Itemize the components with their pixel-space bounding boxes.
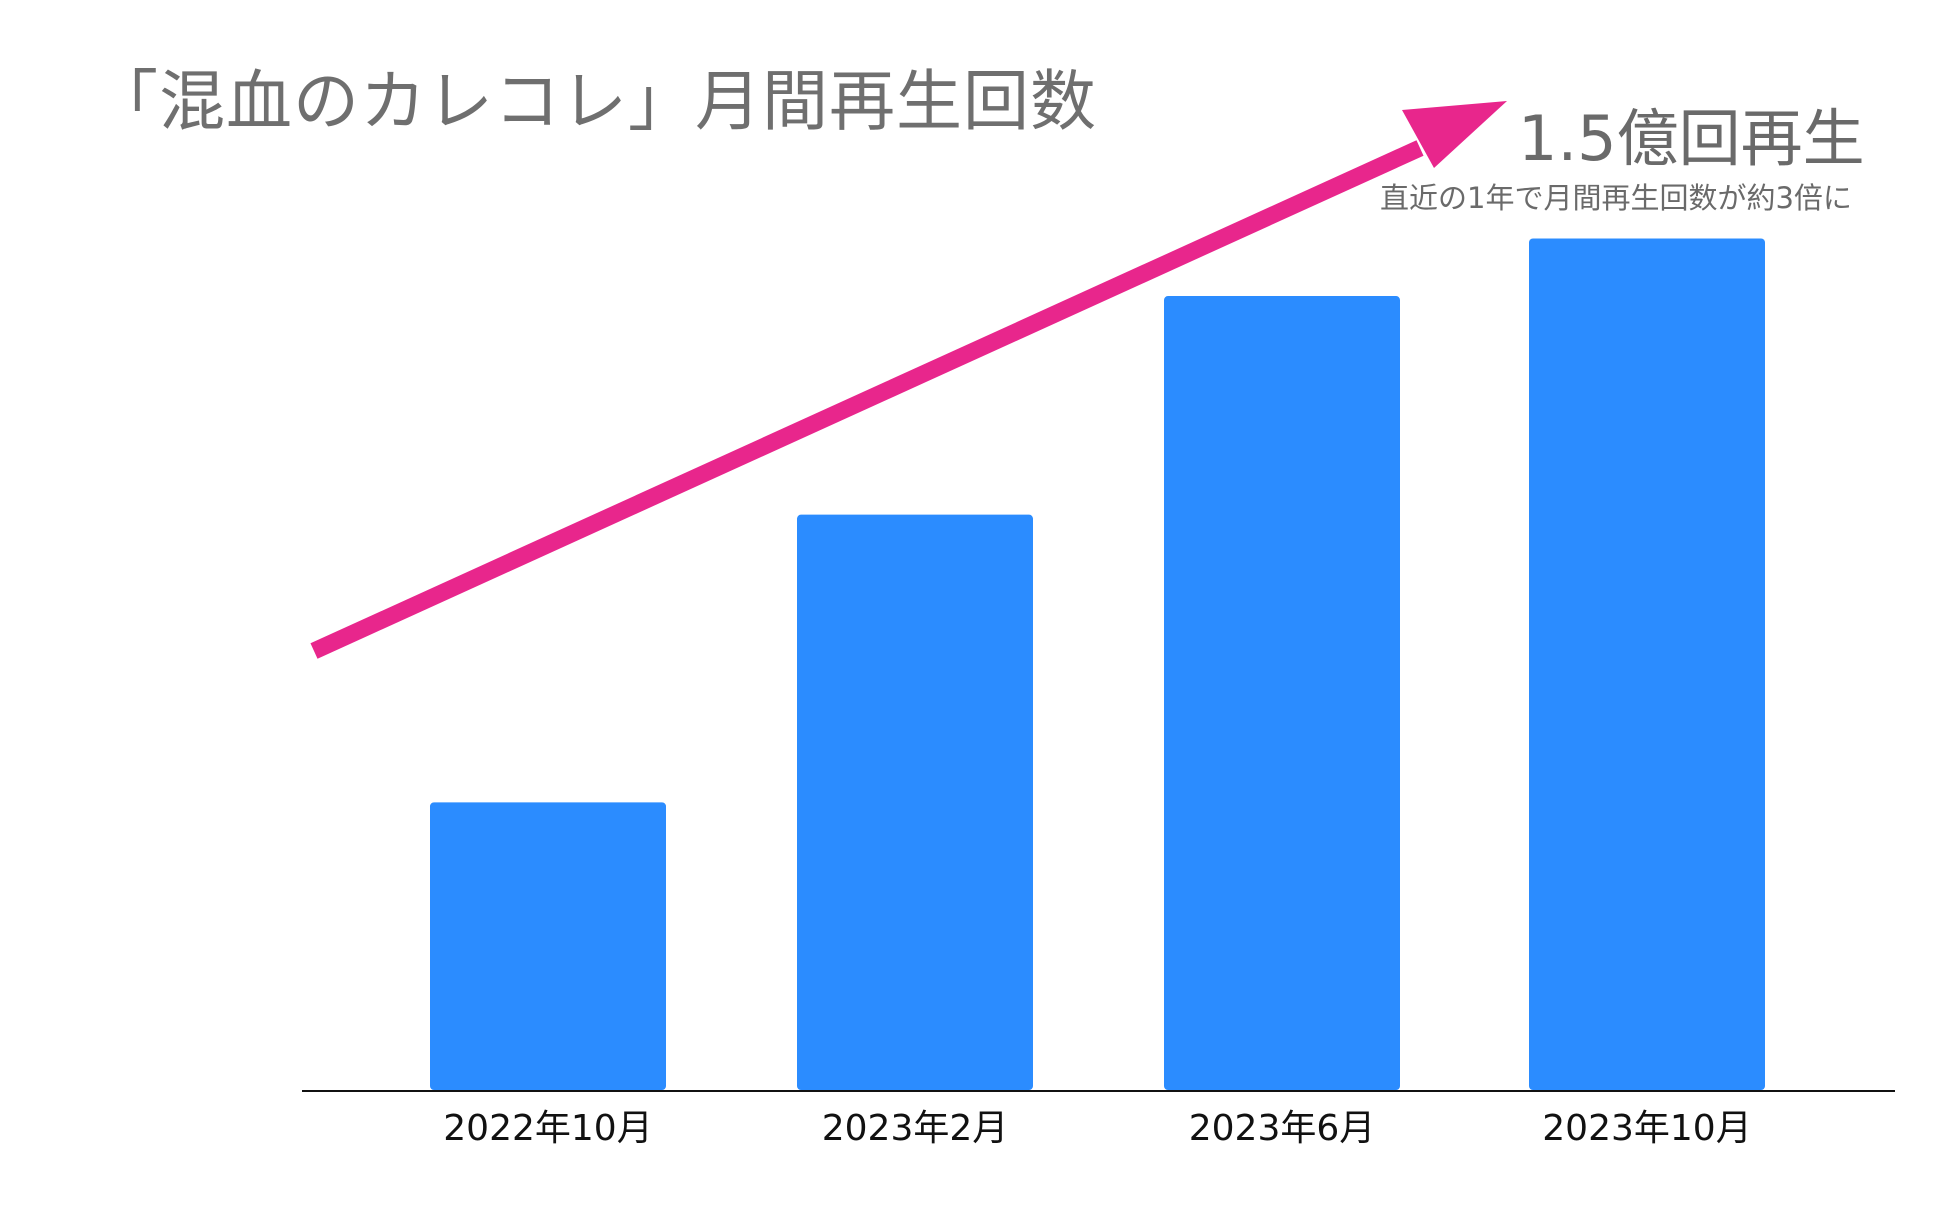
trend-arrow-shaft <box>310 140 1424 659</box>
bars-layer <box>430 238 1765 1091</box>
bar-3 <box>1164 296 1400 1090</box>
bar-2 <box>797 514 1033 1090</box>
x-tick-label-1: 2022年10月 <box>443 1108 652 1149</box>
chart-title: 「混血のカレコレ」月間再生回数 <box>92 63 1097 140</box>
annotation-headline: 1.5億回再生 <box>1518 102 1865 175</box>
x-tick-label-3: 2023年6月 <box>1189 1108 1376 1149</box>
x-tick-label-4: 2023年10月 <box>1542 1108 1751 1149</box>
bar-4 <box>1529 238 1765 1091</box>
x-tick-label-2: 2023年2月 <box>822 1108 1009 1149</box>
x-tick-labels: 2022年10月 2023年2月 2023年6月 2023年10月 <box>443 1108 1751 1149</box>
annotation-subtext: 直近の1年で月間再生回数が約3倍に <box>1380 181 1852 215</box>
trend-arrow-head <box>1402 101 1507 168</box>
trend-arrow <box>310 101 1507 659</box>
bar-1 <box>430 802 666 1090</box>
